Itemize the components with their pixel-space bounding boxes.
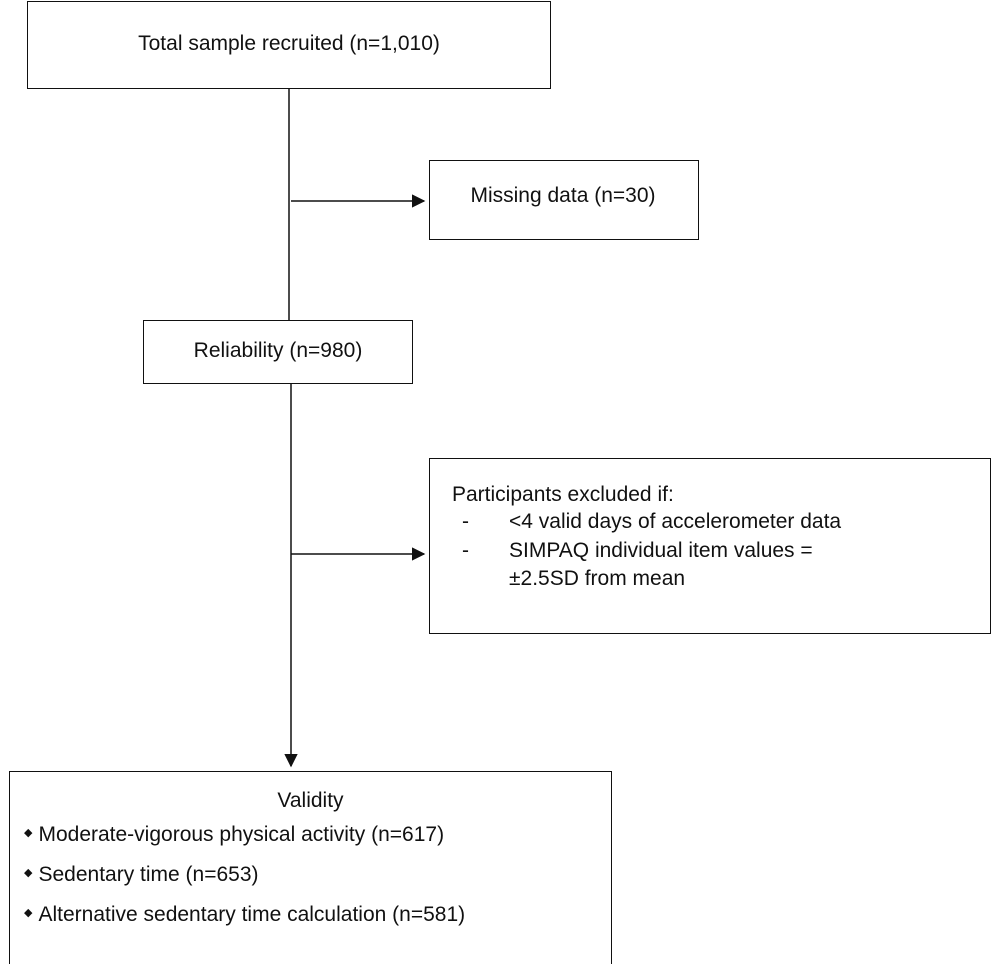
validity-item-sedentary: Sedentary time (n=653) [38, 863, 259, 886]
validity-title: Validity [277, 789, 344, 812]
missing-data-box: Missing data (n=30) [429, 160, 699, 240]
excluded-item-simpaq: SIMPAQ individual item values = [509, 539, 813, 562]
missing-data-label: Missing data (n=30) [470, 184, 656, 208]
excluded-item-dash: - [462, 510, 469, 533]
validity-list-item: ◆ Sedentary time (n=653) [24, 862, 259, 887]
reliability-label: Reliability (n=980) [193, 339, 363, 363]
validity-list-item: ◆ Alternative sedentary time calculation … [24, 902, 465, 927]
excluded-item-dash: - [462, 539, 469, 562]
validity-list-item: ◆ Moderate-vigorous physical activity (n=… [24, 822, 444, 847]
excluded-criteria-box: Participants excluded if: - <4 valid day… [429, 458, 991, 634]
validity-box: Validity ◆ Moderate-vigorous physical act… [9, 771, 612, 964]
excluded-item-simpaq-continued: ±2.5SD from mean [509, 567, 686, 590]
reliability-box: Reliability (n=980) [143, 320, 413, 384]
excluded-item-accelerometer: <4 valid days of accelerometer data [509, 510, 842, 533]
total-sample-label: Total sample recruited (n=1,010) [138, 32, 440, 56]
validity-item-alt-sedentary: Alternative sedentary time calculation (… [38, 903, 466, 926]
total-sample-box: Total sample recruited (n=1,010) [27, 1, 551, 89]
diamond-bullet-icon: ◆ [24, 866, 33, 879]
excluded-title: Participants excluded if: [452, 483, 674, 506]
diamond-bullet-icon: ◆ [24, 906, 33, 919]
validity-item-mvpa: Moderate-vigorous physical activity (n=6… [38, 823, 445, 846]
diamond-bullet-icon: ◆ [24, 826, 33, 839]
